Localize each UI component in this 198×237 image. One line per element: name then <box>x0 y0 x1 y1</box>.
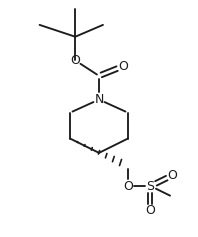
Text: O: O <box>70 54 80 67</box>
Text: O: O <box>146 205 155 217</box>
Text: O: O <box>118 60 128 73</box>
Text: O: O <box>167 169 177 182</box>
Text: N: N <box>94 93 104 106</box>
Text: O: O <box>123 180 133 192</box>
Text: S: S <box>147 180 154 192</box>
